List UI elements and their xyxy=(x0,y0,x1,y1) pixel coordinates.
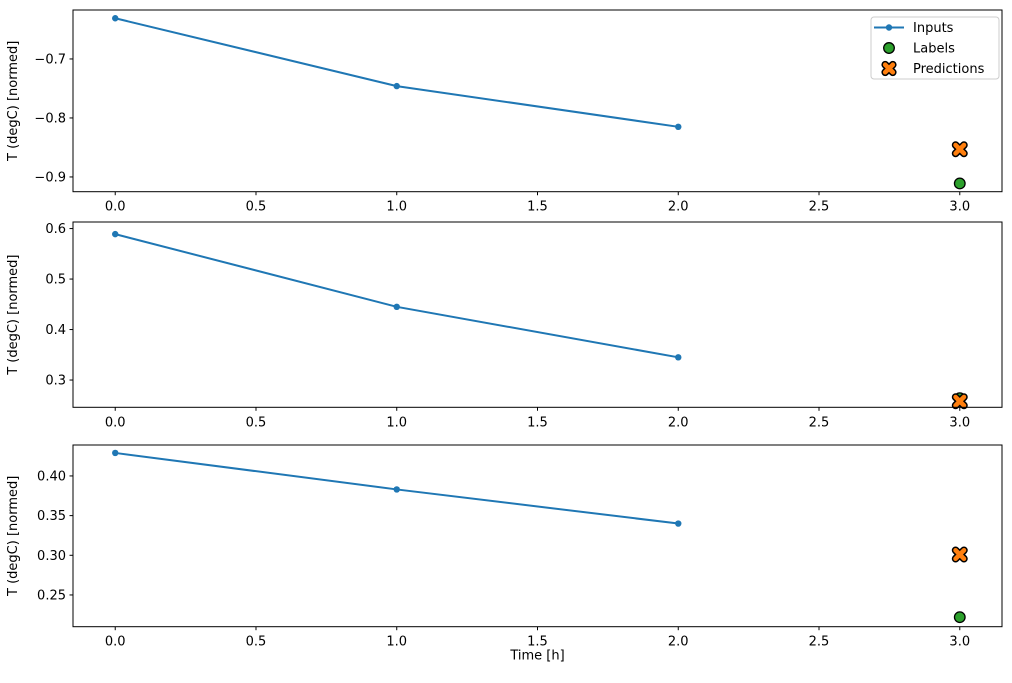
legend-item-labels: Labels xyxy=(883,42,955,57)
x-tick-label: 2.5 xyxy=(809,200,830,215)
y-tick-label: 0.35 xyxy=(37,509,66,524)
plot-border xyxy=(72,221,1003,408)
y-tick-label: −0.9 xyxy=(34,170,66,185)
legend-label: Labels xyxy=(913,42,955,57)
subplot-1: 0.0 0.5 1.0 1.5 2.0 2.5 3.0 0.3 0.4 0.5 0.6 T (degC… xyxy=(6,221,1003,430)
x-tick-label: 3.0 xyxy=(949,635,970,650)
y-axis-label: T (degC) [normed] xyxy=(6,41,21,162)
labels-point xyxy=(953,177,966,190)
y-tick-label: 0.4 xyxy=(45,323,66,338)
subplot-2: 0.0 0.5 1.0 1.5 2.0 2.5 3.0 0.25 0.30 0.35 0.40 T (… xyxy=(6,444,1003,664)
legend: Inputs Labels Predictions xyxy=(870,16,1000,80)
x-tick-label: 0.0 xyxy=(105,635,126,650)
inputs-series xyxy=(112,15,682,131)
legend-circle-sample xyxy=(883,42,895,54)
y-tick-label: 0.6 xyxy=(45,222,66,237)
x-tick-label: 3.0 xyxy=(949,415,970,430)
inputs-point xyxy=(393,486,400,493)
inputs-line xyxy=(114,17,679,128)
inputs-point xyxy=(675,520,682,527)
x-marker-fill xyxy=(953,394,967,408)
y-tick-label: 0.3 xyxy=(45,374,66,389)
inputs-point xyxy=(393,303,400,311)
legend-item-predictions: Predictions xyxy=(881,60,985,77)
y-tick-label: 0.5 xyxy=(45,273,66,288)
y-tick-label: 0.25 xyxy=(37,588,66,603)
inputs-line xyxy=(114,233,679,359)
x-tick-label: 0.0 xyxy=(105,415,126,430)
x-tick-label: 1.5 xyxy=(527,635,548,650)
x-tick-label: 2.5 xyxy=(809,415,830,430)
inputs-point xyxy=(675,123,682,131)
y-axis-label: T (degC) [normed] xyxy=(6,476,21,597)
labels-point xyxy=(953,611,966,624)
inputs-series xyxy=(112,449,682,527)
legend-item-inputs: Inputs xyxy=(874,21,954,36)
legend-label: Predictions xyxy=(913,62,985,77)
predictions-point xyxy=(951,393,968,410)
y-tick-label: 0.30 xyxy=(37,549,66,564)
x-marker-fill xyxy=(953,142,967,156)
x-axis-label: Time [h] xyxy=(509,649,564,664)
x-tick-label: 2.0 xyxy=(668,200,689,215)
x-tick-label: 2.5 xyxy=(809,635,830,650)
x-tick-label: 0.0 xyxy=(105,200,126,215)
x-tick-label: 1.0 xyxy=(386,200,407,215)
inputs-series xyxy=(112,230,682,361)
y-tick-label: −0.7 xyxy=(34,52,66,67)
x-tick-label: 0.5 xyxy=(246,415,267,430)
y-tick-label: −0.8 xyxy=(34,111,66,126)
inputs-point xyxy=(393,82,400,90)
y-axis-label: T (degC) [normed] xyxy=(6,255,21,376)
x-tick-label: 2.0 xyxy=(668,635,689,650)
x-tick-label: 1.0 xyxy=(386,415,407,430)
x-marker-fill xyxy=(953,547,967,561)
y-tick-label: 0.40 xyxy=(37,469,66,484)
x-tick-label: 2.0 xyxy=(668,415,689,430)
subplot-0: 0.0 0.5 1.0 1.5 2.0 2.5 3.0 −0.7 −0.8 −0.9 T (degC… xyxy=(6,9,1003,215)
predictions-point xyxy=(951,141,968,158)
x-marker-fill xyxy=(882,62,896,75)
inputs-point xyxy=(112,449,119,457)
legend-x-sample xyxy=(881,60,897,77)
inputs-point xyxy=(112,230,119,238)
legend-box xyxy=(870,16,1000,80)
plot-border xyxy=(72,444,1003,628)
legend-label: Inputs xyxy=(913,21,954,36)
x-tick-label: 0.5 xyxy=(246,635,267,650)
plot-border xyxy=(72,9,1003,193)
x-tick-label: 3.0 xyxy=(949,200,970,215)
x-tick-label: 1.5 xyxy=(527,415,548,430)
x-tick-label: 0.5 xyxy=(246,200,267,215)
predictions-point xyxy=(951,546,968,563)
inputs-point xyxy=(112,15,119,22)
x-tick-label: 1.0 xyxy=(386,635,407,650)
legend-dot-sample xyxy=(885,24,893,31)
x-tick-label: 1.5 xyxy=(527,200,548,215)
inputs-point xyxy=(675,354,682,361)
